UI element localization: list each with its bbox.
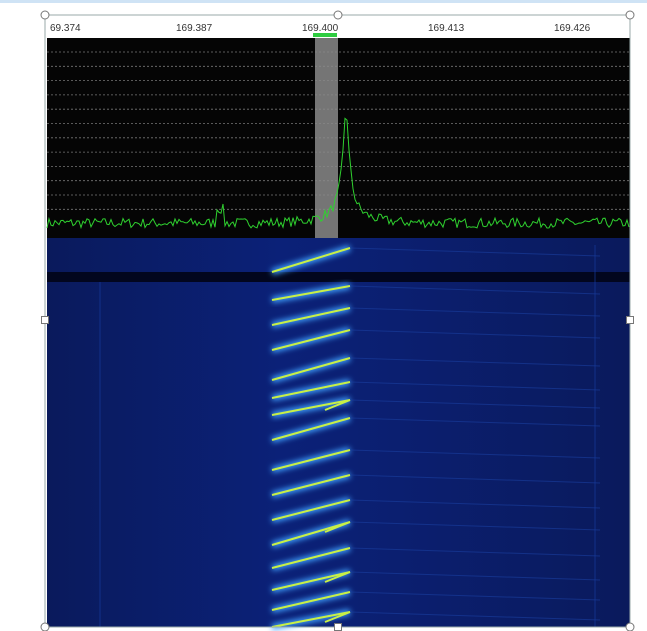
signal-trail [349,449,601,459]
resize-handle[interactable] [333,10,343,20]
signal-trail [349,381,601,391]
spectrum-trace [46,117,630,230]
signal-trail [349,499,601,509]
signal [271,285,351,301]
resize-handle[interactable] [40,10,50,20]
signal-trail [349,474,601,484]
resize-handle[interactable] [334,623,342,631]
resize-handle[interactable] [625,10,635,20]
signal-trail [349,285,601,295]
resize-handle[interactable] [40,622,50,631]
signal [324,399,351,411]
signal [324,571,351,583]
signal-trail [349,417,601,427]
frequency-label: 169.387 [176,23,213,34]
signal [271,611,351,628]
signal [271,399,351,416]
signal-trail [349,329,601,339]
signal [271,329,351,351]
tuning-marker [313,33,337,37]
spectrum-grid [47,51,630,210]
signal-trail [349,611,601,621]
signal [324,611,351,623]
signal-trail [349,571,601,581]
frequency-axis: 69.374 169.387 169.400 169.413 169.426 [50,23,591,34]
frequency-label: 169.400 [302,23,339,34]
frequency-label: 69.374 [50,23,81,34]
resize-handle[interactable] [625,622,635,631]
signal [271,247,351,273]
resize-handle[interactable] [626,316,634,324]
resize-handles [40,10,635,631]
frequency-label: 169.426 [554,23,591,34]
signal [271,521,351,546]
frequency-label: 169.413 [428,23,465,34]
signal-trail [349,399,601,409]
signal-trail [349,547,601,557]
resize-handle[interactable] [41,316,49,324]
signal-trail [349,247,601,257]
signal [271,417,351,441]
signal [271,449,351,471]
waterfall-gap [47,272,630,282]
signal [271,381,351,399]
signal [271,357,351,381]
signal-trail [349,521,601,531]
signal [271,499,351,521]
signal-trail [349,307,601,317]
signal-trail [349,591,601,601]
axis-strip [47,18,630,38]
signal [271,571,351,591]
filter-band [315,38,338,238]
spectrum-panel [47,38,630,238]
top-border [0,0,647,3]
signal [324,521,351,533]
signal [271,591,351,611]
signal [271,307,351,326]
signal [271,547,351,569]
signal-trail [349,357,601,367]
signal [271,474,351,496]
waterfall [47,238,630,627]
